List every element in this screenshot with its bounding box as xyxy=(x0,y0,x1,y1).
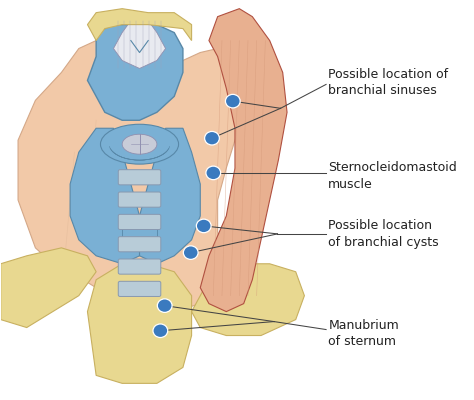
Ellipse shape xyxy=(122,134,157,154)
Circle shape xyxy=(196,219,211,233)
Circle shape xyxy=(183,246,198,259)
Polygon shape xyxy=(18,40,244,312)
Text: Sternocleidomastoid
muscle: Sternocleidomastoid muscle xyxy=(328,161,457,191)
Polygon shape xyxy=(70,128,139,264)
FancyBboxPatch shape xyxy=(118,259,161,274)
Text: Possible location of
branchial sinuses: Possible location of branchial sinuses xyxy=(328,68,448,97)
Circle shape xyxy=(226,94,240,108)
Circle shape xyxy=(205,132,219,145)
Text: Manubrium
of sternum: Manubrium of sternum xyxy=(328,319,399,348)
Polygon shape xyxy=(88,25,183,120)
FancyBboxPatch shape xyxy=(118,237,161,252)
Polygon shape xyxy=(191,264,304,336)
Circle shape xyxy=(157,299,172,312)
FancyBboxPatch shape xyxy=(118,281,161,296)
Circle shape xyxy=(153,324,168,338)
Polygon shape xyxy=(113,17,165,68)
Polygon shape xyxy=(122,224,157,248)
Text: Possible location
of branchial cysts: Possible location of branchial cysts xyxy=(328,219,439,249)
Polygon shape xyxy=(88,264,191,383)
FancyBboxPatch shape xyxy=(118,170,161,185)
Circle shape xyxy=(206,166,221,180)
Polygon shape xyxy=(88,9,191,40)
FancyBboxPatch shape xyxy=(118,214,161,230)
Ellipse shape xyxy=(100,124,179,164)
FancyBboxPatch shape xyxy=(118,192,161,207)
Polygon shape xyxy=(0,248,96,328)
Polygon shape xyxy=(139,128,201,264)
Polygon shape xyxy=(201,9,287,312)
